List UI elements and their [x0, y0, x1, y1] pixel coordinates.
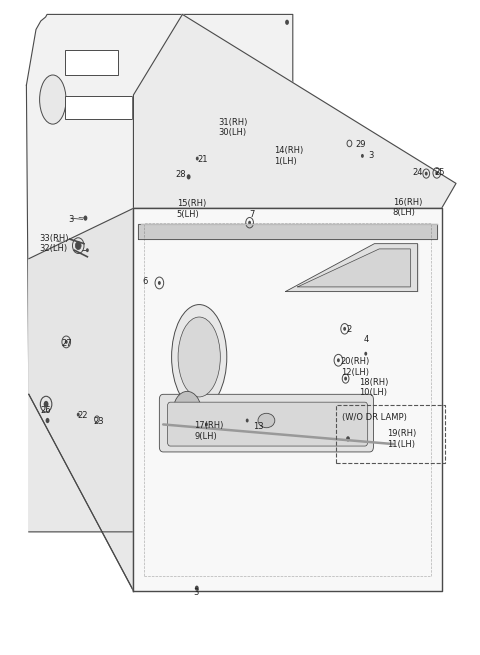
Ellipse shape	[173, 392, 202, 434]
Text: 33(RH)
32(LH): 33(RH) 32(LH)	[39, 234, 69, 253]
Text: 18(RH)
10(LH): 18(RH) 10(LH)	[359, 378, 388, 398]
Bar	[65, 96, 132, 119]
Text: 27: 27	[61, 339, 72, 348]
Circle shape	[337, 358, 340, 362]
Polygon shape	[133, 14, 456, 208]
Circle shape	[195, 586, 199, 591]
FancyBboxPatch shape	[168, 402, 368, 446]
Circle shape	[196, 157, 199, 160]
Text: 21: 21	[197, 155, 208, 164]
Text: 13: 13	[253, 422, 264, 431]
Circle shape	[75, 242, 81, 250]
Ellipse shape	[39, 75, 66, 124]
Ellipse shape	[172, 305, 227, 409]
Text: 25: 25	[435, 168, 445, 177]
Text: 3: 3	[68, 215, 74, 224]
Polygon shape	[286, 244, 418, 291]
FancyBboxPatch shape	[159, 394, 373, 452]
Text: 3: 3	[369, 151, 374, 160]
Circle shape	[248, 221, 251, 225]
Circle shape	[44, 401, 48, 407]
Text: 28: 28	[176, 170, 186, 179]
Circle shape	[187, 174, 191, 179]
Text: 20(RH)
12(LH): 20(RH) 12(LH)	[341, 357, 370, 377]
Text: (W/O DR LAMP): (W/O DR LAMP)	[342, 413, 407, 422]
Circle shape	[84, 215, 87, 221]
Ellipse shape	[178, 317, 220, 397]
Circle shape	[86, 248, 89, 252]
Polygon shape	[133, 208, 442, 591]
Text: 19(RH)
11(LH): 19(RH) 11(LH)	[387, 429, 416, 449]
Circle shape	[246, 419, 249, 422]
Text: 14(RH)
1(LH): 14(RH) 1(LH)	[275, 146, 304, 166]
Circle shape	[285, 20, 289, 25]
Polygon shape	[298, 249, 410, 287]
Text: 26: 26	[41, 405, 51, 415]
Circle shape	[435, 171, 438, 175]
Ellipse shape	[258, 413, 275, 428]
Circle shape	[344, 377, 347, 381]
Text: 22: 22	[77, 411, 88, 420]
Bar	[336, 405, 445, 463]
Text: 15(RH)
5(LH): 15(RH) 5(LH)	[177, 199, 206, 219]
Text: 7: 7	[250, 210, 255, 219]
Text: 31(RH)
30(LH): 31(RH) 30(LH)	[218, 118, 248, 138]
Circle shape	[158, 281, 161, 285]
Circle shape	[364, 352, 367, 356]
Text: 24: 24	[413, 168, 423, 177]
Text: 6: 6	[143, 277, 148, 286]
Text: 16(RH)
8(LH): 16(RH) 8(LH)	[393, 198, 422, 217]
Circle shape	[343, 327, 346, 331]
Circle shape	[346, 436, 350, 441]
Circle shape	[361, 154, 364, 158]
Circle shape	[425, 172, 428, 176]
Text: 17(RH)
9(LH): 17(RH) 9(LH)	[194, 421, 224, 441]
Bar	[65, 50, 118, 75]
Text: 23: 23	[93, 417, 104, 426]
Circle shape	[77, 413, 80, 417]
Text: 4: 4	[363, 335, 368, 345]
Text: 3: 3	[193, 588, 199, 597]
Polygon shape	[29, 394, 442, 591]
Text: 2: 2	[347, 325, 352, 334]
Circle shape	[46, 418, 49, 423]
Polygon shape	[138, 224, 437, 239]
Circle shape	[205, 422, 208, 426]
Circle shape	[65, 340, 68, 344]
Polygon shape	[26, 14, 293, 394]
Text: 29: 29	[355, 140, 366, 149]
Polygon shape	[29, 208, 133, 591]
